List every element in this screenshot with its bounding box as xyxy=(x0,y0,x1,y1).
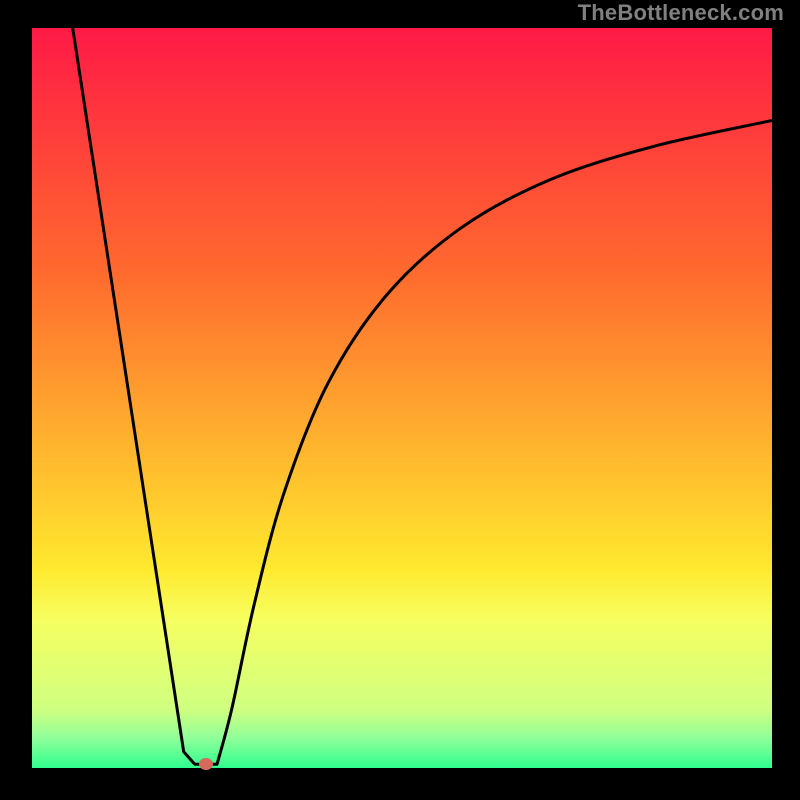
bottleneck-curve xyxy=(32,28,772,768)
chart-frame xyxy=(0,0,800,800)
optimal-marker xyxy=(199,758,213,770)
watermark-text: TheBottleneck.com xyxy=(578,0,784,26)
curve-path xyxy=(73,28,772,764)
plot-area xyxy=(32,28,772,768)
